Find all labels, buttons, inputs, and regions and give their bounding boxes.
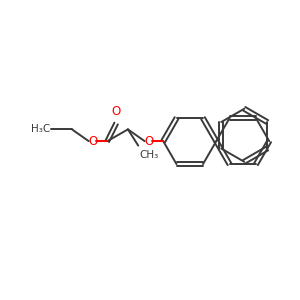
Text: O: O (144, 135, 153, 148)
Text: O: O (112, 105, 121, 118)
Text: H₃C: H₃C (31, 124, 50, 134)
Text: O: O (88, 135, 97, 148)
Text: CH₃: CH₃ (140, 150, 159, 160)
